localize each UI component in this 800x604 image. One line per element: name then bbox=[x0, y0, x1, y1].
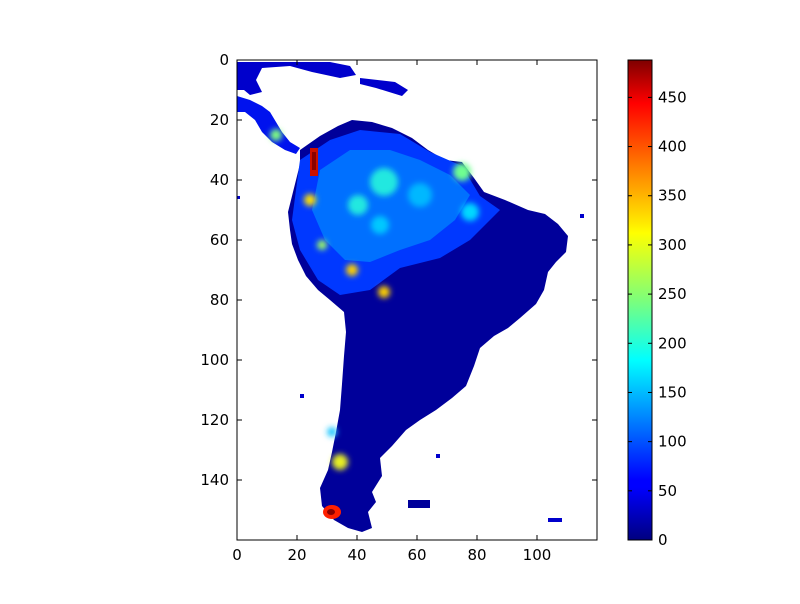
hotspot-central bbox=[408, 183, 432, 207]
atlantic-dot bbox=[436, 454, 440, 458]
central-america-region bbox=[237, 96, 300, 154]
amazon-field-inner bbox=[312, 150, 470, 262]
hotspot-layer bbox=[270, 129, 479, 470]
y-tick-label: 40 bbox=[210, 171, 229, 189]
galapagos-dot bbox=[237, 196, 240, 199]
south-georgia-fragment bbox=[548, 518, 562, 522]
y-tick-label: 20 bbox=[210, 111, 229, 129]
colorbar-tick-label: 450 bbox=[658, 88, 687, 106]
y-tick-label: 80 bbox=[210, 291, 229, 309]
colorbar-tick-label: 150 bbox=[658, 383, 687, 401]
colorbar-tick-label: 0 bbox=[658, 531, 668, 549]
hotspot-peru-north bbox=[317, 240, 327, 250]
colorbar-ticks: 0 50 100 150 200 250 300 350 400 450 bbox=[628, 88, 687, 549]
atlantic-island bbox=[580, 214, 584, 218]
colorbar bbox=[627, 59, 653, 541]
hotspot-panama bbox=[270, 129, 282, 141]
x-tick-label: 20 bbox=[287, 546, 306, 564]
heatmap-image bbox=[237, 62, 584, 532]
hotspot-northwest bbox=[370, 168, 398, 196]
hotspot-east bbox=[461, 203, 479, 221]
y-tick-label: 0 bbox=[219, 51, 229, 69]
antilles-region bbox=[360, 78, 408, 96]
hotspot-colombia-core bbox=[312, 152, 316, 170]
y-axis: 0 20 40 60 80 100 120 140 bbox=[200, 51, 597, 489]
x-tick-label: 60 bbox=[407, 546, 426, 564]
pacific-island bbox=[300, 394, 304, 398]
colorbar-tick-label: 50 bbox=[658, 482, 677, 500]
hotspot-south-central bbox=[371, 216, 389, 234]
colorbar-tick-label: 250 bbox=[658, 285, 687, 303]
falkland-islands bbox=[408, 500, 430, 508]
x-tick-label: 40 bbox=[347, 546, 366, 564]
hotspot-patagonia bbox=[332, 454, 348, 470]
hotspot-ecuador bbox=[304, 194, 316, 206]
colorbar-tick-label: 400 bbox=[658, 138, 687, 156]
x-axis: 0 20 40 60 80 100 bbox=[232, 60, 551, 564]
y-tick-label: 140 bbox=[200, 471, 229, 489]
hotspot-northeast bbox=[453, 163, 471, 181]
colorbar-tick-label: 300 bbox=[658, 236, 687, 254]
hotspot-chile-central bbox=[327, 427, 337, 437]
caribbean-region bbox=[237, 62, 356, 95]
x-tick-label: 100 bbox=[523, 546, 552, 564]
x-tick-label: 80 bbox=[467, 546, 486, 564]
hotspot-bolivia bbox=[378, 286, 390, 298]
colorbar-tick-label: 350 bbox=[658, 187, 687, 205]
y-tick-label: 60 bbox=[210, 231, 229, 249]
x-tick-label: 0 bbox=[232, 546, 242, 564]
colorbar-tick-label: 100 bbox=[658, 433, 687, 451]
y-tick-label: 120 bbox=[200, 411, 229, 429]
y-tick-label: 100 bbox=[200, 351, 229, 369]
hotspot-peru-south bbox=[346, 264, 358, 276]
colorbar-tick-label: 200 bbox=[658, 334, 687, 352]
hotspot-west bbox=[348, 195, 368, 215]
hotspot-tierra-core bbox=[327, 509, 335, 515]
